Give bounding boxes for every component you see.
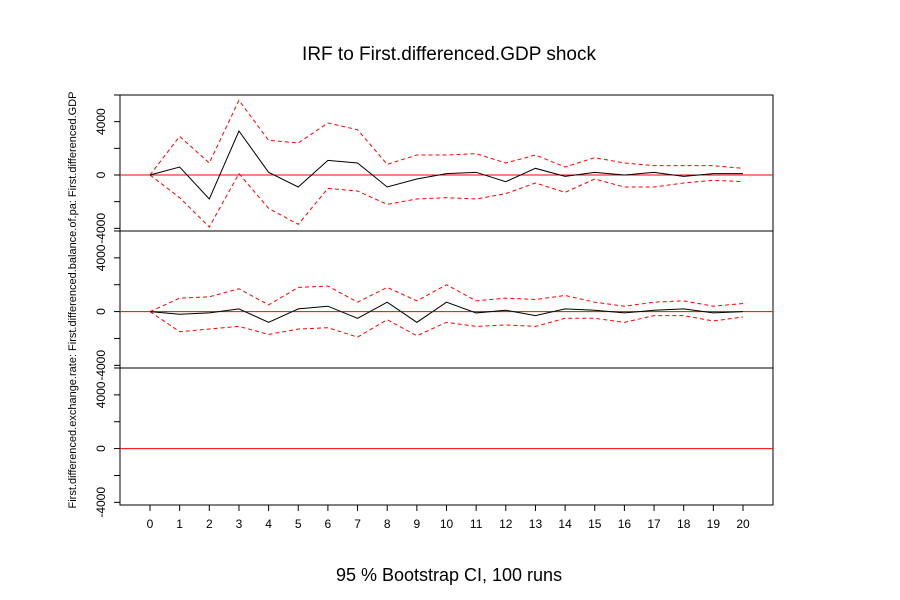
x-tick-label: 10: [440, 517, 454, 531]
x-tick-label: 1: [176, 517, 183, 531]
panel-frame: [119, 94, 774, 232]
x-tick-label: 8: [384, 517, 391, 531]
x-tick-label: 16: [618, 517, 632, 531]
panel-frame: [119, 367, 774, 506]
y-tick-label: -4000: [94, 487, 108, 518]
x-tick-label: 4: [265, 517, 272, 531]
panel-1: -4000 0 4000: [94, 94, 774, 244]
ci-lower-line: [149, 311, 744, 338]
chart-subtitle: 95 % Bootstrap CI, 100 runs: [336, 565, 562, 585]
y-tick-label: -4000: [94, 350, 108, 381]
x-tick-label: 11: [470, 517, 483, 531]
y-tick-label: 0: [94, 445, 108, 452]
x-tick-label: 12: [499, 517, 513, 531]
x-tick-label: 3: [236, 517, 243, 531]
x-tick-label: 0: [147, 517, 154, 531]
y-tick-label: 0: [94, 171, 108, 178]
x-tick-label: 9: [414, 517, 421, 531]
x-tick-label: 6: [325, 517, 332, 531]
x-tick-label: 20: [736, 517, 750, 531]
panel-frame: [119, 230, 774, 369]
x-tick-label: 18: [677, 517, 691, 531]
x-tick-label: 19: [707, 517, 721, 531]
x-tick-label: 7: [354, 517, 361, 531]
ci-lower-line: [149, 172, 744, 228]
y-tick-label: 4000: [94, 108, 108, 135]
y-tick-label: 4000: [94, 244, 108, 271]
panel-3: -4000 0 4000: [94, 367, 774, 518]
y-axis-side-label: First.differenced.exchange.rate: First.d…: [67, 92, 79, 509]
panel-2: -4000 0 4000: [94, 230, 774, 381]
y-tick-label: 0: [94, 308, 108, 315]
x-tick-label: 13: [529, 517, 543, 531]
x-tick-label: 14: [558, 517, 572, 531]
x-axis: 0 1 2 3 4 5 6 7 8 9 10 11 12 13 14 15 16 17 18 19 20: [147, 504, 750, 531]
x-tick-label: 15: [588, 517, 602, 531]
x-tick-label: 5: [295, 517, 302, 531]
ci-upper-line: [149, 284, 744, 313]
chart-title: IRF to First.differenced.GDP shock: [302, 44, 596, 65]
irf-line: [149, 129, 743, 200]
ci-upper-line: [149, 99, 744, 176]
y-tick-label: -4000: [94, 213, 108, 244]
x-tick-label: 2: [206, 517, 213, 531]
x-tick-label: 17: [647, 517, 661, 531]
y-tick-label: 4000: [94, 381, 108, 408]
panels-group: -400004000-400004000-400004000First.diff…: [67, 92, 774, 518]
irf-line: [149, 301, 744, 323]
